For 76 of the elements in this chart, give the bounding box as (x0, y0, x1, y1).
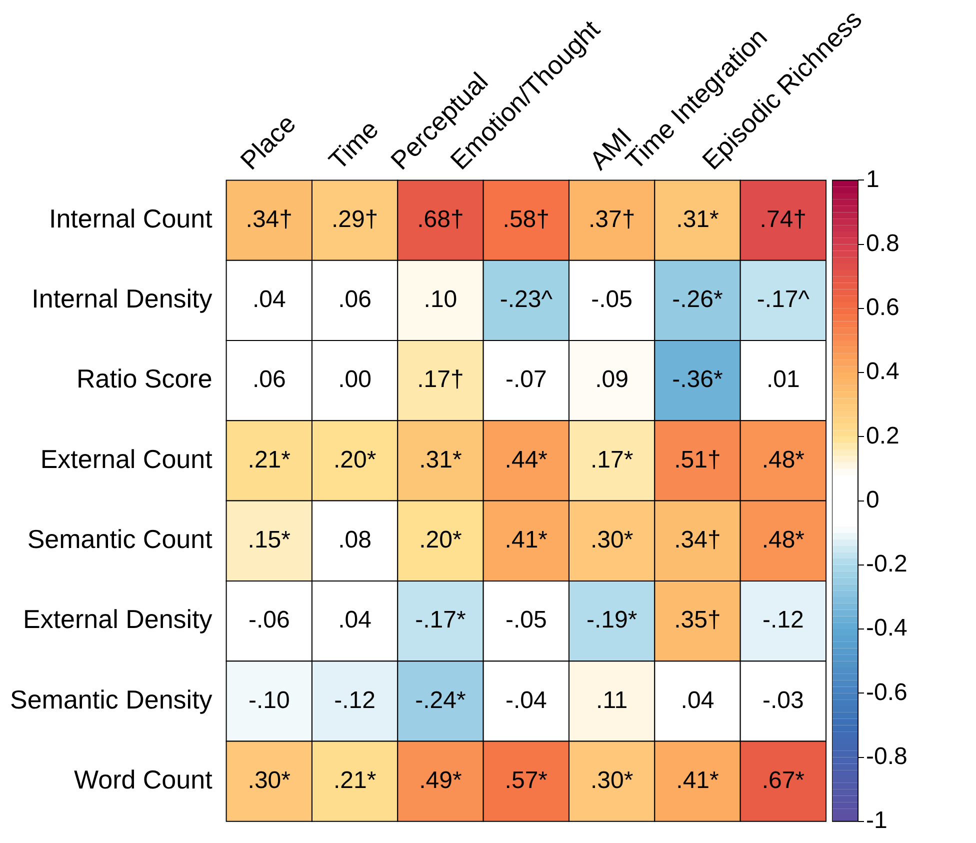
data-label: -.05 (505, 606, 547, 634)
data-label: .20* (333, 446, 376, 474)
color-bar-label: 0.6 (866, 294, 900, 322)
data-label: -.07 (505, 366, 547, 394)
data-label: -.12 (762, 606, 804, 634)
data-label: .31* (676, 206, 719, 233)
color-bar-label: 0.4 (866, 358, 900, 386)
data-label: .30* (590, 766, 634, 794)
data-label: -.05 (591, 286, 632, 314)
data-label: .06 (338, 286, 372, 314)
data-label: -.36* (672, 366, 723, 394)
y-tick-label: External Count (40, 444, 214, 474)
data-label: .30* (590, 526, 634, 554)
data-label: .17* (590, 446, 634, 474)
data-label: -.19* (586, 606, 638, 634)
data-label: .17† (417, 366, 464, 394)
color-bar-label: 1 (866, 166, 880, 193)
data-label: .29† (331, 206, 378, 233)
data-label: .31* (419, 446, 462, 474)
y-tick-label: Semantic Density (10, 684, 212, 714)
data-label: .67* (762, 766, 805, 794)
data-label: .41* (676, 766, 719, 794)
data-label: .21* (248, 446, 290, 474)
color-bar-label: 0 (866, 486, 880, 514)
data-label: .04 (680, 686, 714, 714)
data-label: -.12 (334, 686, 376, 714)
data-label: .10 (424, 286, 458, 314)
data-label: .15* (248, 526, 290, 554)
data-label: .01 (766, 366, 800, 394)
data-label: -.04 (505, 686, 547, 714)
y-tick-label: Semantic Count (27, 524, 214, 554)
data-label: .30* (248, 766, 290, 794)
data-label: .21* (333, 766, 376, 794)
color-bar-label: -0.4 (866, 614, 908, 642)
y-tick-label: Internal Density (32, 284, 212, 314)
data-label: .44* (504, 446, 548, 474)
color-bar-label: 0.8 (866, 230, 900, 257)
data-label: .34† (246, 206, 292, 233)
data-label: -.17* (415, 606, 466, 634)
y-tick-label: Ratio Score (76, 364, 212, 394)
data-label: -.06 (248, 606, 290, 634)
data-label: -.23^ (500, 286, 554, 314)
color-bar-label: -0.2 (866, 550, 908, 578)
data-label: .09 (595, 366, 629, 394)
data-label: .49* (419, 766, 462, 794)
data-label: .06 (252, 366, 286, 394)
data-label: -.26* (672, 286, 723, 314)
data-label: .08 (338, 526, 372, 554)
color-bar-label: 0.2 (866, 422, 900, 450)
data-label: .51† (674, 446, 721, 474)
data-label: .37† (588, 206, 636, 233)
data-label: .04 (338, 606, 372, 634)
data-label: .68† (417, 206, 464, 233)
data-label: .48* (762, 526, 805, 554)
y-tick-label: External Density (22, 604, 212, 634)
data-label: .41* (504, 526, 548, 554)
data-label: .35† (674, 606, 721, 634)
data-label: .11 (596, 686, 628, 714)
data-label: .57* (504, 766, 548, 794)
data-label: -.24* (415, 686, 466, 714)
y-tick-label: Internal Count (48, 203, 214, 234)
data-label: .74† (760, 206, 807, 233)
data-label: .20* (419, 526, 462, 554)
color-bar-label: -0.8 (866, 742, 908, 770)
data-label: .34† (674, 526, 721, 554)
data-label: -.03 (762, 686, 804, 714)
x-tick-label: Time (322, 114, 384, 176)
data-label: -.10 (248, 686, 290, 714)
data-label: .04 (252, 286, 286, 314)
y-tick-label: Word Count (74, 764, 214, 794)
color-bar-label: -0.6 (866, 678, 908, 706)
color-bar-label: -1 (866, 807, 888, 834)
data-label: .48* (762, 446, 805, 474)
data-label: -.17^ (756, 286, 810, 314)
data-label: .00 (338, 366, 372, 394)
data-label: .58† (502, 206, 550, 233)
